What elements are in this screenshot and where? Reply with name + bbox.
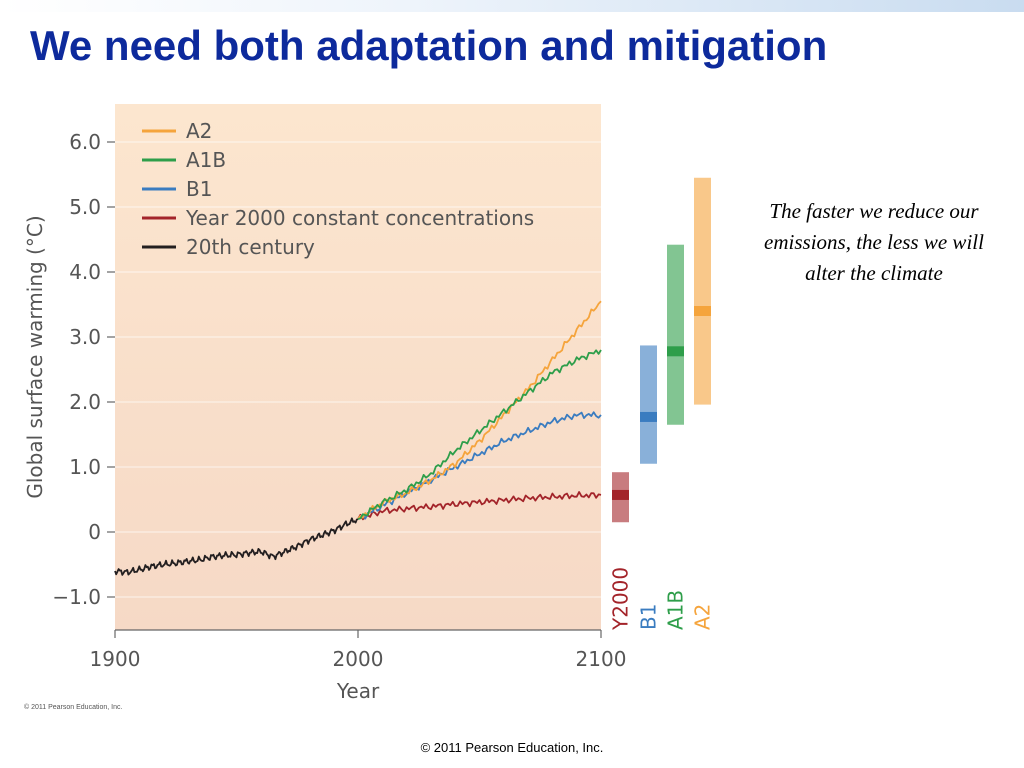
y-tick-label: 1.0 xyxy=(69,455,101,479)
series-line-a1b xyxy=(357,349,602,520)
footer-copyright: © 2011 Pearson Education, Inc. xyxy=(420,740,604,755)
y-tick-label: −1.0 xyxy=(52,585,101,609)
legend: A2 A1B B1 Year 2000 constant concentrations… xyxy=(142,119,534,259)
slide-title: We need both adaptation and mitigation xyxy=(30,22,828,69)
legend-label-b1: B1 xyxy=(186,177,212,201)
x-tick-label: 2100 xyxy=(576,647,627,671)
x-axis-ticks: 1900 2000 2100 xyxy=(90,629,627,671)
x-tick-label: 2000 xyxy=(333,647,384,671)
series-lines xyxy=(114,300,602,576)
x-tick-label: 1900 xyxy=(90,647,141,671)
plot-area xyxy=(115,104,601,630)
y-tick-label: 5.0 xyxy=(69,195,101,219)
bar-label-b1: B1 xyxy=(637,604,661,630)
caption-text: The faster we reduce our emissions, the … xyxy=(764,199,984,285)
range-bar-a2 xyxy=(694,177,711,405)
legend-label-a1b: A1B xyxy=(186,148,226,172)
best-estimate-b1 xyxy=(640,411,657,422)
gridlines xyxy=(115,141,601,598)
series-line-20th-century xyxy=(114,517,359,576)
y-tick-label: 2.0 xyxy=(69,390,101,414)
best-estimate-a1b xyxy=(667,346,684,357)
y-tick-label: 6.0 xyxy=(69,130,101,154)
y-tick-label: 4.0 xyxy=(69,260,101,284)
series-line-b1 xyxy=(357,411,602,520)
y-tick-label: 0 xyxy=(88,520,101,544)
legend-label-year-2000-constant-concentrations: Year 2000 constant concentrations xyxy=(185,206,534,230)
range-bar-a1b xyxy=(667,244,684,425)
bar-label-a1b: A1B xyxy=(664,590,688,630)
best-estimate-y2000 xyxy=(612,489,629,500)
y-axis-label: Global surface warming (°C) xyxy=(23,215,47,498)
figure-credit: © 2011 Pearson Education, Inc. xyxy=(24,704,123,711)
x-axis-label: Year xyxy=(336,679,380,703)
y-tick-label: 3.0 xyxy=(69,325,101,349)
y-axis-ticks: 6.0 5.0 4.0 3.0 2.0 1.0 0 −1.0 xyxy=(52,130,115,609)
best-estimate-a2 xyxy=(694,306,711,316)
bar-label-a2: A2 xyxy=(691,604,715,630)
header-band xyxy=(0,0,1024,12)
bar-label-y2000: Y2000 xyxy=(609,567,633,631)
legend-label-a2: A2 xyxy=(186,119,212,143)
uncertainty-bars: Y2000 B1 A1B A2 xyxy=(609,177,715,631)
legend-label-20th-century: 20th century xyxy=(186,235,315,259)
series-line-year-2000-constant-concentrations xyxy=(357,491,602,521)
range-bar-b1 xyxy=(640,345,657,464)
